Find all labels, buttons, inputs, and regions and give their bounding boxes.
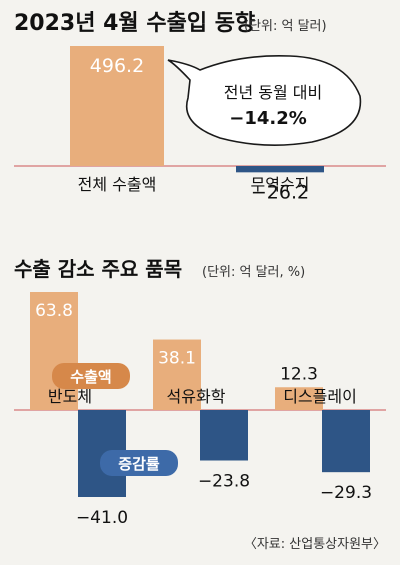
export-value-label-2: 38.1 bbox=[158, 349, 196, 369]
top-title: 2023년 4월 수출입 동향 bbox=[14, 11, 255, 36]
top-category-label-1: 전체 수출액 bbox=[78, 175, 157, 194]
export-value-label-1: 63.8 bbox=[35, 301, 73, 321]
export-tag: 수출액 bbox=[52, 363, 130, 389]
top-unit: (단위: 억 달러) bbox=[244, 19, 327, 34]
top-bars-group: 496.2 전체 수출액 무역수지−26.2 bbox=[70, 46, 324, 203]
top-category-label-2: 무역수지 bbox=[251, 175, 310, 194]
export-bar-1 bbox=[30, 292, 78, 410]
callout-bubble: 전년 동월 대비 −14.2% bbox=[167, 54, 362, 146]
top-value-label-1: 496.2 bbox=[90, 55, 144, 77]
bottom-title: 수출 감소 주요 품목 bbox=[14, 257, 182, 281]
change-tag: 증감률 bbox=[100, 450, 178, 476]
change-value-label-1: −41.0 bbox=[76, 508, 128, 528]
change-tag-bg bbox=[100, 450, 178, 476]
change-bar-2 bbox=[200, 410, 248, 461]
category-label-1: 반도체 bbox=[48, 387, 92, 406]
category-label-3: 디스플레이 bbox=[283, 387, 357, 406]
change-bar-3 bbox=[322, 410, 370, 473]
export-tag-label: 수출액 bbox=[70, 368, 111, 386]
top-value-label-2: −26.2 bbox=[251, 181, 309, 203]
source-note: 〈자료: 산업통상자원부〉 bbox=[244, 537, 386, 552]
callout-shape bbox=[167, 54, 362, 146]
bottom-bars-group: 63.8 38.1 12.3 −41.0 −23.8 −29.3 반도체 석유화학 디스플레이 bbox=[30, 292, 372, 528]
export-value-label-3: 12.3 bbox=[280, 364, 318, 384]
export-bar-3 bbox=[275, 387, 323, 410]
change-value-label-2: −23.8 bbox=[198, 472, 250, 492]
bottom-unit: (단위: 억 달러, %) bbox=[202, 265, 305, 280]
change-value-label-3: −29.3 bbox=[320, 483, 372, 503]
top-bar-2 bbox=[236, 166, 324, 173]
export-tag-bg bbox=[52, 363, 130, 389]
callout-line2: −14.2% bbox=[229, 108, 307, 129]
top-bar-1 bbox=[70, 46, 164, 166]
callout-line1: 전년 동월 대비 bbox=[224, 83, 323, 102]
category-label-2: 석유화학 bbox=[167, 387, 226, 406]
export-bar-2 bbox=[153, 339, 201, 410]
change-tag-label: 증감률 bbox=[118, 455, 160, 473]
